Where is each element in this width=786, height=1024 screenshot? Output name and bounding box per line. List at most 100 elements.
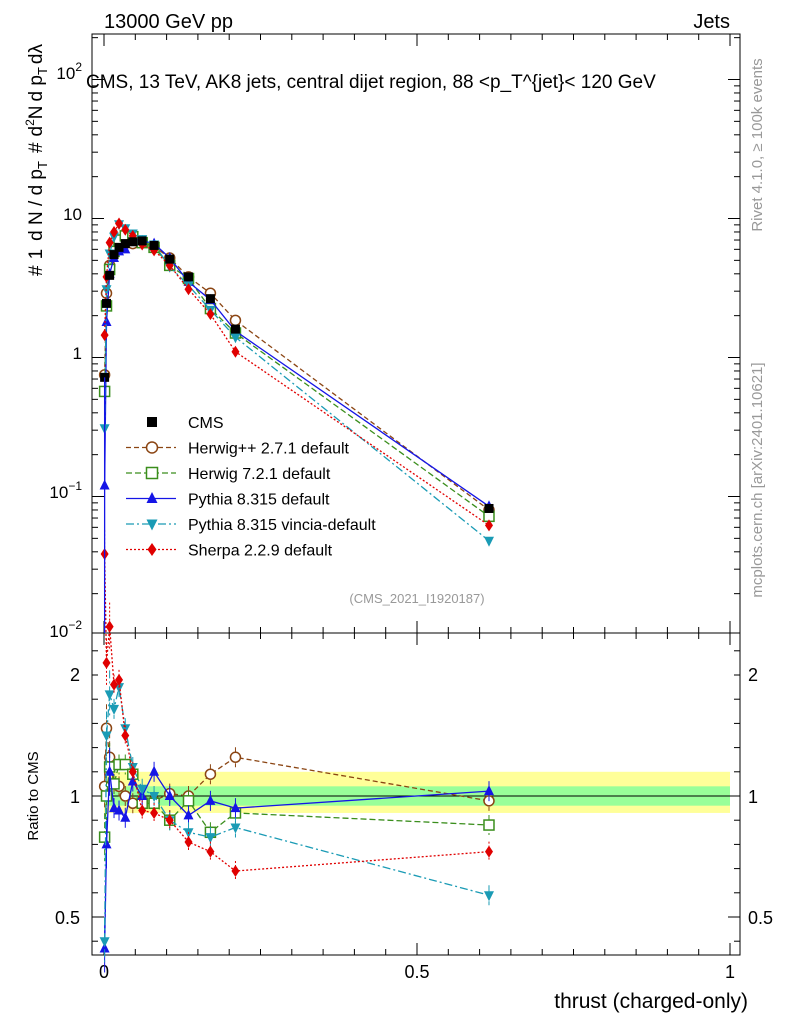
ratio-point [114, 804, 125, 815]
x-tick-label-0: 0 [99, 962, 109, 982]
ratio-point [105, 620, 114, 633]
ratio-point [110, 678, 119, 691]
series-layer [98, 217, 495, 973]
reference-point [109, 250, 119, 260]
ratio-point [205, 833, 216, 844]
reference-point [114, 242, 124, 252]
legend-label: Pythia 8.315 default [188, 492, 330, 509]
rivet-version-label: Rivet 4.1.0, ≥ 100k events [749, 58, 766, 231]
analysis-watermark: (CMS_2021_I1920187) [349, 591, 484, 606]
legend-entry: CMS [147, 415, 224, 432]
reference-series [100, 236, 494, 633]
ratio-point [101, 838, 112, 849]
data-point [105, 236, 114, 249]
ratio-point [183, 809, 194, 820]
plot-title: CMS, 13 TeV, AK8 jets, central dijet reg… [86, 72, 656, 93]
legend-entry: Pythia 8.315 default [126, 492, 330, 509]
legend-label: Pythia 8.315 vincia-default [188, 517, 376, 534]
y-tick-label-1: 1 [73, 344, 82, 363]
legend-entry: Pythia 8.315 vincia-default [126, 517, 376, 534]
data-point [100, 329, 109, 342]
ratio-point [127, 775, 138, 786]
ratio-point [115, 673, 124, 686]
svg-text:#1d N / d pT#d2Nd pTdλ: #1d N / d pT#d2Nd pTdλ [23, 44, 50, 276]
ratio-line [103, 553, 490, 872]
ratio-point [205, 794, 216, 805]
legend-entry: Herwig++ 2.7.1 default [126, 441, 350, 458]
legend-label: Herwig++ 2.7.1 default [188, 441, 350, 458]
ratio-point [231, 865, 240, 878]
legend-entry: Sherpa 2.2.9 default [126, 543, 333, 560]
ratio-uncertainty-bands [104, 771, 730, 813]
ratio-point [101, 731, 112, 742]
ratio-point [204, 768, 217, 780]
ratio-point [484, 845, 493, 858]
ratio-point [128, 765, 137, 778]
ratio-point [149, 792, 160, 802]
data-point [483, 536, 494, 547]
energy-label: 13000 GeV pp [104, 11, 233, 33]
ratio-point [138, 804, 147, 817]
data-point [206, 308, 215, 321]
data-point [184, 283, 193, 296]
mcplots-source-label: mcplots.cern.ch [arXiv:2401.10621] [749, 362, 766, 597]
y-tick-label-10: 10 [63, 205, 82, 224]
ratio-point [182, 795, 195, 807]
ratio-point [120, 724, 131, 735]
reference-point [137, 236, 147, 246]
legend-label: Sherpa 2.2.9 default [188, 543, 333, 560]
ratio-point [104, 690, 115, 701]
ratio-point [102, 656, 111, 669]
legend-marker [145, 441, 159, 454]
ratio-point [229, 751, 242, 764]
ratio-point [206, 845, 215, 858]
ratio-point [483, 819, 495, 831]
y-tick-label-0.01: 10−2 [49, 618, 82, 641]
ratio-point [184, 835, 193, 848]
ratio-point [230, 802, 241, 813]
data-point [110, 225, 119, 238]
ratio-tick-label-1: 1 [70, 787, 80, 807]
y-axis-label: #1d N / d pT#d2Nd pTdλ [23, 44, 50, 276]
ratio-point [165, 814, 174, 827]
reference-point [128, 237, 138, 247]
ratio-tick-label-2-right: 2 [748, 665, 758, 685]
ratio-tick-label-2: 2 [70, 665, 80, 685]
legend-marker [147, 543, 157, 556]
category-label: Jets [693, 11, 730, 33]
ratio-tick-labels: 2 1 0.5 2 1 0.5 [55, 665, 773, 928]
legend-marker [145, 466, 159, 480]
ratio-point [137, 784, 148, 795]
ratio-point [99, 942, 110, 953]
ratio-point [120, 811, 131, 822]
ratio-point [150, 806, 159, 819]
ratio-point [121, 729, 130, 742]
data-point [115, 217, 124, 230]
y-tick-label-0.1: 10−1 [49, 479, 82, 502]
svg-text:10−1: 10−1 [49, 479, 82, 502]
legend-marker [147, 417, 157, 427]
x-tick-label-0.5: 0.5 [404, 962, 429, 982]
ratio-point [98, 831, 111, 843]
ratio-panel-frame [91, 632, 741, 956]
legend-label: CMS [188, 415, 224, 432]
legend-marker [146, 492, 158, 503]
reference-point [105, 270, 115, 280]
x-tick-labels: 0 0.5 1 [99, 962, 735, 982]
reference-point [165, 254, 175, 264]
legend: CMS Herwig++ 2.7.1 default Herwig 7.2.1 de… [126, 415, 376, 560]
reference-point [184, 272, 194, 282]
ratio-point [483, 891, 494, 902]
legend-label: Herwig 7.2.1 default [188, 466, 331, 483]
reference-point [149, 240, 159, 250]
ratio-point [104, 765, 115, 776]
ratio-point [99, 937, 110, 948]
data-point [229, 314, 242, 327]
reference-point [230, 324, 240, 334]
axis-ticks [92, 34, 740, 955]
data-point [230, 333, 241, 344]
reference-point [205, 294, 215, 304]
reference-point [120, 239, 130, 249]
reference-point [102, 298, 112, 308]
